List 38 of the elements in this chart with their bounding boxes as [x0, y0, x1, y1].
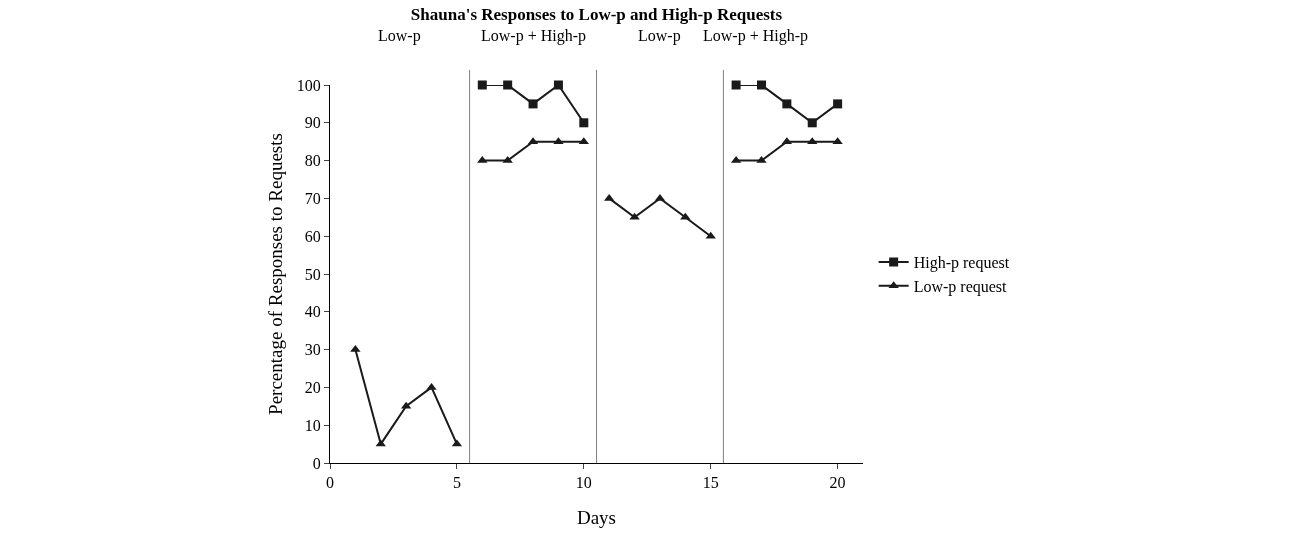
y-tick-label: 20 — [304, 379, 321, 396]
point — [503, 80, 513, 90]
x-tick-label: 10 — [575, 474, 592, 492]
y-tick-label: 70 — [304, 190, 321, 207]
text: Low-p — [638, 27, 681, 45]
point — [579, 118, 589, 128]
y-tick-label: 90 — [304, 114, 321, 132]
point — [426, 382, 437, 390]
y-tick-label: 50 — [304, 265, 321, 283]
point — [756, 80, 766, 90]
point — [477, 80, 487, 90]
point — [833, 99, 843, 109]
point — [553, 80, 563, 90]
x-tick-label: 5 — [452, 474, 461, 492]
chart-title: Shauna's Responses to Low-p and High-p Requests — [410, 4, 783, 24]
point — [807, 118, 817, 128]
y-tick-label: 10 — [304, 416, 321, 434]
y-axis-title: Percentage of Responses to Requests — [265, 133, 286, 415]
y-tick-label: 100 — [296, 76, 321, 94]
point — [731, 80, 741, 90]
x-axis-title: Days — [576, 507, 617, 528]
legend-label: Low-p request — [913, 277, 1008, 296]
y-tick-label: 30 — [304, 341, 321, 359]
point — [528, 99, 538, 109]
x-tick-label: 15 — [702, 474, 719, 492]
y-tick-label: 40 — [304, 303, 321, 321]
text: Low-p + High-p — [703, 27, 809, 45]
text: Low-p — [378, 27, 421, 45]
y-tick-label: 0 — [312, 454, 321, 472]
point — [782, 99, 792, 109]
text: Low-p + High-p — [481, 27, 587, 45]
y-tick-label: 60 — [304, 227, 321, 245]
point — [629, 212, 640, 220]
x-tick-label: 0 — [326, 474, 334, 492]
point — [680, 212, 691, 220]
x-tick-label: 20 — [829, 474, 846, 492]
legend-label: High-p request — [913, 254, 1010, 273]
y-tick-label: 80 — [304, 152, 321, 170]
